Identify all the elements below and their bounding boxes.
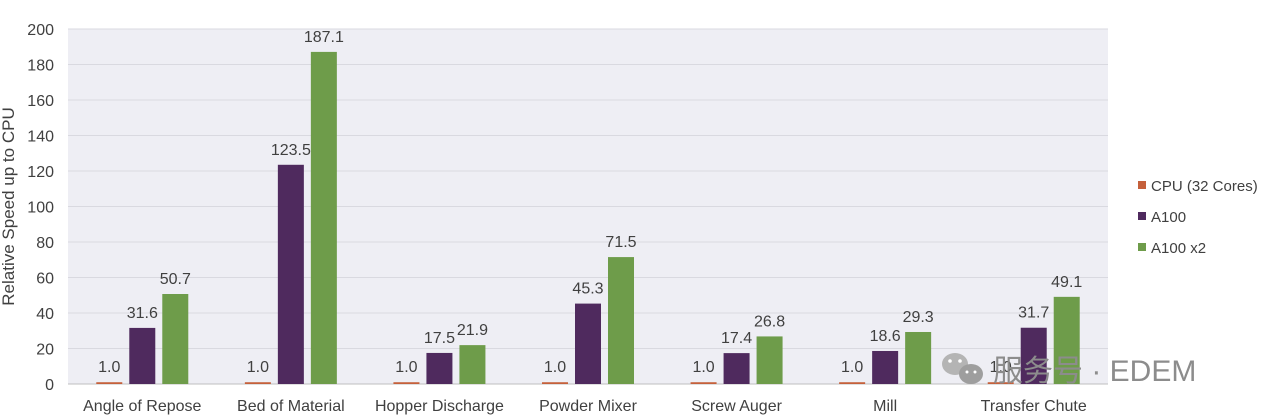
data-label: 1.0 [841,359,863,376]
bar [723,353,750,384]
y-tick-label: 40 [36,306,54,323]
data-label: 45.3 [572,281,603,298]
data-label: 187.1 [304,29,344,46]
x-tick-label: Bed of Material [237,398,345,415]
data-label: 49.1 [1051,274,1082,291]
legend-swatch [1138,181,1146,189]
wechat-icon [942,353,983,384]
x-tick-label: Hopper Discharge [375,398,504,415]
y-tick-label: 200 [27,22,54,39]
bar [608,257,634,384]
data-label: 1.0 [247,359,269,376]
x-tick-label: Screw Auger [691,398,782,415]
legend-label: CPU (32 Cores) [1151,178,1258,195]
data-label: 26.8 [754,313,785,330]
data-label: 18.6 [870,328,901,345]
y-axis-title: Relative Speed up to CPU [0,107,18,305]
y-tick-label: 140 [27,129,54,146]
data-labels: 1.0 31.650.7 1.0 123.5 187.1 1.0 17.5 21.9 1.0 45… [98,29,1082,376]
x-tick-label: Mill [873,398,897,415]
bars [96,51,1080,385]
bar [393,382,420,384]
bar [162,294,189,384]
bar [905,331,932,384]
data-label: 50.7 [160,271,191,288]
bar [690,382,717,384]
bar [987,382,1014,384]
data-label: 31.6 [127,305,158,322]
data-label: 29.3 [903,309,934,326]
bar [575,303,601,384]
data-label: 17.5 [424,330,455,347]
data-label: 1.0 [544,359,566,376]
x-tick-label: Powder Mixer [539,398,637,415]
x-tick-label: Angle of Repose [83,398,201,415]
bar [1053,296,1080,384]
legend-swatch [1138,243,1146,251]
y-tick-label: 120 [27,164,54,181]
bar [459,345,486,384]
legend-label: A100 x2 [1151,240,1206,257]
bar [96,382,123,384]
data-label: 1.0 [395,359,417,376]
bar [426,352,453,384]
y-tick-label: 80 [36,235,54,252]
data-label: 17.4 [721,330,752,347]
data-label: 21.9 [457,322,488,339]
data-label: 1.0 [98,359,120,376]
legend-swatch [1138,212,1146,220]
data-label: 1.0 [692,359,714,376]
y-tick-label: 60 [36,271,54,288]
bar [310,51,337,385]
data-label: 123.5 [271,142,311,159]
bar [872,350,899,384]
bar [542,382,568,384]
y-tick-label: 160 [27,93,54,110]
bar [1020,327,1047,384]
legend-label: A100 [1151,209,1186,226]
bar [839,382,866,384]
bar [277,164,304,384]
x-tick-label: Transfer Chute [981,398,1087,415]
watermark-text: 服务号 · EDEM [993,355,1196,388]
legend: CPU (32 Cores) A100 A100 x2 [1138,178,1258,257]
watermark: 服务号 · EDEM [942,353,1196,388]
bar [129,327,156,384]
bar [244,382,271,384]
y-axis-ticks: 0 20 40 60 80 100 120 140 160 180 200 [27,22,54,394]
y-tick-label: 100 [27,200,54,217]
bar [756,336,783,384]
y-tick-label: 180 [27,58,54,75]
data-label: 31.7 [1018,305,1049,322]
data-label: 71.5 [605,234,636,251]
y-tick-label: 0 [45,377,54,394]
y-tick-label: 20 [36,342,54,359]
data-label: 1.0 [990,359,1012,376]
x-axis-labels: Angle of Repose Bed of Material Hopper Dis… [83,398,1087,415]
